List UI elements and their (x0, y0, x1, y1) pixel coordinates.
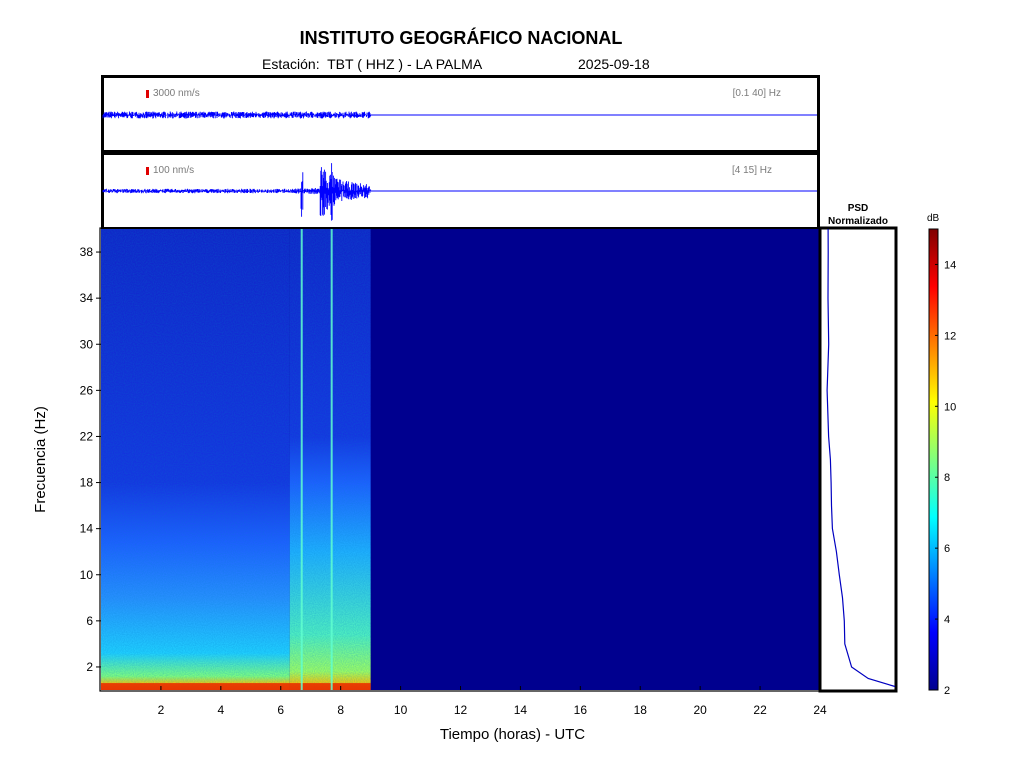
amplitude-scale-marker (146, 167, 149, 175)
y-tick-label: 22 (80, 429, 94, 443)
colorbar-tick-label: 4 (944, 614, 950, 626)
psd-title-line1: PSD (847, 203, 869, 214)
x-tick-label: 24 (813, 703, 827, 717)
x-tick-label: 16 (574, 703, 588, 717)
y-tick-label: 6 (86, 614, 93, 628)
y-tick-label: 18 (80, 476, 94, 490)
x-tick-label: 8 (337, 703, 344, 717)
spectrogram-plot: 2 4 6 8 10 12 14 16 18 20 22 24261014182226303438Ti… (32, 227, 827, 743)
broadband-trace-panel: 3000 nm/s [0.1 40] Hz (101, 75, 820, 153)
y-tick-label: 30 (80, 337, 94, 351)
colorbar-tick-label: 14 (944, 259, 956, 271)
x-tick-label: 6 (277, 703, 284, 717)
station-label: Estación: TBT ( HHZ ) - LA PALMA (262, 56, 483, 72)
x-tick-label: 4 (217, 703, 224, 717)
x-tick-label: 14 (514, 703, 528, 717)
broadband-trace-line (102, 111, 372, 119)
y-tick-label: 38 (80, 245, 94, 259)
y-tick-label: 26 (80, 383, 94, 397)
amplitude-scale-label: 3000 nm/s (153, 88, 200, 99)
y-tick-label: 14 (80, 522, 94, 536)
spectrogram-noise (101, 229, 371, 690)
chart-title: INSTITUTO GEOGRÁFICO NACIONAL (299, 28, 623, 48)
psd-curve (826, 228, 896, 688)
psd-frame (818, 226, 898, 693)
colorbar-tick-label: 10 (944, 401, 956, 413)
psd-plot (818, 226, 898, 693)
colorbar-tick-label: 8 (944, 472, 950, 484)
amplitude-scale-marker (146, 90, 149, 98)
x-tick-label: 12 (454, 703, 468, 717)
highband-trace-line (102, 163, 372, 221)
psd-title-line2: Normalizado (827, 216, 888, 227)
x-tick-label: 10 (394, 703, 408, 717)
filter-band-label: [4 15] Hz (731, 165, 772, 176)
spectrogram-lowfreq-band (101, 683, 371, 690)
x-tick-label: 22 (753, 703, 767, 717)
date-label: 2025-09-18 (578, 56, 650, 72)
colorbar: 2 4 6 8 10 12 14 (928, 228, 956, 697)
amplitude-scale-label: 100 nm/s (153, 165, 195, 176)
x-axis-label: Tiempo (horas) - UTC (440, 726, 585, 743)
colorbar-gradient (928, 228, 939, 691)
y-tick-label: 10 (80, 568, 94, 582)
colorbar-tick-label: 6 (944, 543, 950, 555)
y-tick-label: 34 (80, 291, 94, 305)
y-axis-label: Frecuencia (Hz) (32, 406, 49, 513)
x-tick-label: 2 (158, 703, 165, 717)
colorbar-unit-label: dB (927, 213, 940, 224)
x-tick-label: 18 (634, 703, 648, 717)
x-tick-label: 20 (693, 703, 707, 717)
filter-band-label: [0.1 40] Hz (732, 88, 781, 99)
psd-title: PSD Normalizado (813, 202, 903, 228)
y-tick-label: 2 (86, 660, 93, 674)
seismogram-traces (102, 111, 817, 221)
colorbar-tick-label: 12 (944, 330, 956, 342)
colorbar-tick-label: 2 (944, 685, 950, 697)
